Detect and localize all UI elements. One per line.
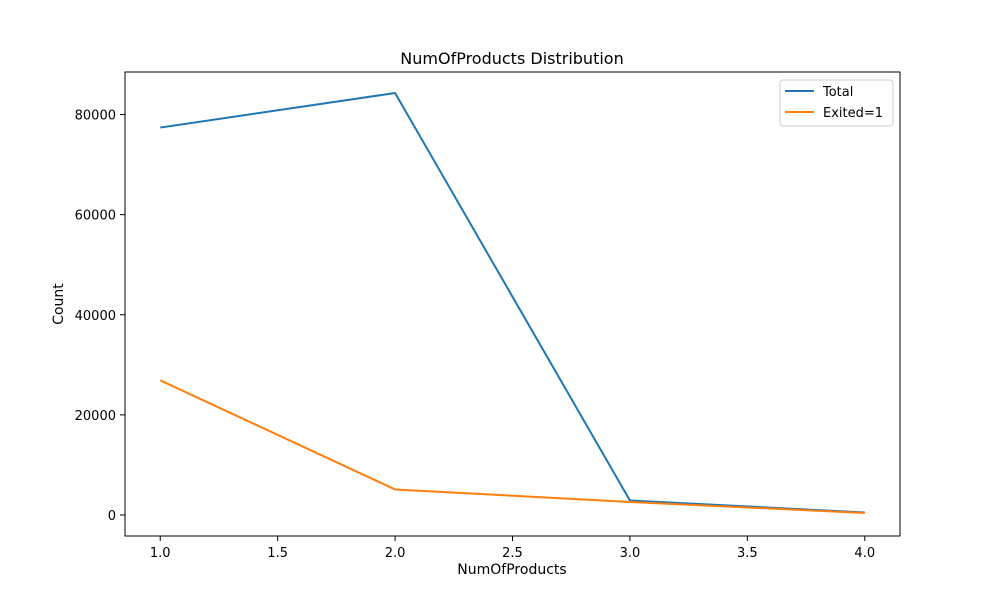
y-tick-label: 40000 <box>75 309 116 324</box>
x-tick-label: 3.0 <box>620 546 641 561</box>
y-tick-label: 0 <box>108 509 116 524</box>
series-line-exited-1 <box>159 379 865 514</box>
y-tick-label: 60000 <box>75 209 116 224</box>
plot-area: 1.0 1.5 2.0 2.5 3.0 3.5 4.0 0 20000 40000 60000 800… <box>75 71 901 561</box>
chart-title: NumOfProducts Distribution <box>400 49 623 68</box>
y-axis-label: Count <box>51 283 67 325</box>
x-tick-label: 1.5 <box>267 546 288 561</box>
legend-label: Exited=1 <box>823 106 883 121</box>
legend: Total Exited=1 <box>779 79 894 127</box>
x-tick-label: 1.0 <box>150 546 171 561</box>
series-line-total <box>160 92 865 514</box>
y-tick-label: 80000 <box>75 109 116 124</box>
x-tick-label: 2.0 <box>385 546 406 561</box>
x-tick-label: 2.5 <box>502 546 523 561</box>
legend-label: Total <box>822 85 853 100</box>
x-tick-label: 3.5 <box>737 546 758 561</box>
x-axis-label: NumOfProducts <box>457 562 566 578</box>
y-tick-label: 20000 <box>75 409 116 424</box>
axes-frame <box>124 71 901 537</box>
x-tick-label: 4.0 <box>854 546 875 561</box>
